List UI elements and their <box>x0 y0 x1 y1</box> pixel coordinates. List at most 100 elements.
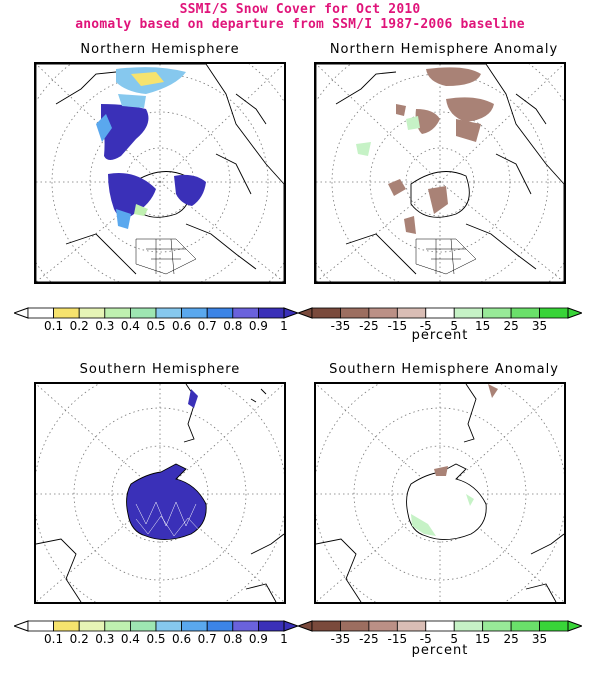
colorbar-segment <box>539 620 569 632</box>
colorbar-tick-label: -5 <box>419 319 432 333</box>
colorbar-tick-label: 15 <box>475 632 491 646</box>
colorbar-segment <box>232 620 259 632</box>
colorbar-segment <box>368 307 398 319</box>
colorbar-segment <box>510 620 540 632</box>
colorbar-segment <box>311 620 341 632</box>
colorbar-tick-label: 0.8 <box>223 319 243 333</box>
colorbar-segment <box>104 307 131 319</box>
page-title-line2: anomaly based on departure from SSM/I 19… <box>75 17 525 32</box>
map-sh-snow-cover <box>34 382 286 604</box>
colorbar-segment <box>232 307 259 319</box>
colorbar-tick-label: 0.6 <box>172 632 192 646</box>
colorbar-segment <box>368 620 398 632</box>
colorbar-tick-label: 0.5 <box>146 632 166 646</box>
colorbar-segment <box>510 307 540 319</box>
colorbar-tick-label: -15 <box>387 319 408 333</box>
colorbar-segment <box>130 307 157 319</box>
colorbar-segment <box>104 620 131 632</box>
colorbar-tick-label: 0.8 <box>223 632 243 646</box>
colorbar-tick-label: 25 <box>503 632 519 646</box>
colorbar-segment <box>130 620 157 632</box>
map-nh-anomaly <box>314 62 566 284</box>
colorbar-tick-label: 0.6 <box>172 319 192 333</box>
colorbar-arrow-left <box>298 307 313 319</box>
colorbar-segment <box>396 307 427 319</box>
colorbar-segment <box>78 307 106 319</box>
page-title-line1: SSMI/S Snow Cover for Oct 2010 <box>179 2 421 17</box>
colorbar-segment <box>482 307 512 319</box>
map-sh-anomaly <box>314 382 566 604</box>
colorbar-tick-label: 0.4 <box>120 632 140 646</box>
colorbar-arrow-right <box>283 307 298 319</box>
colorbar-sh-anomaly <box>298 620 582 632</box>
colorbar-segment <box>78 620 106 632</box>
colorbar-segment <box>181 307 208 319</box>
colorbar-segments <box>27 307 285 319</box>
colorbar-segment <box>257 307 285 319</box>
colorbar-tick-label: 35 <box>531 319 548 333</box>
colorbar-tick-label: -35 <box>330 319 351 333</box>
colorbar-tick-label: 0.2 <box>69 319 89 333</box>
colorbar-segment <box>53 307 80 319</box>
colorbar-tick-label: 0.3 <box>95 632 115 646</box>
map-nh-snow-cover <box>34 62 286 284</box>
colorbar-segments <box>311 620 569 632</box>
colorbar-tick-label: -35 <box>330 632 351 646</box>
colorbar-sh-anomaly-unit: percent <box>411 643 469 658</box>
colorbar-tick-label: -5 <box>419 632 432 646</box>
colorbar-tick-label: -25 <box>359 632 379 646</box>
colorbar-arrow-left <box>14 307 29 319</box>
colorbar-segment <box>340 620 370 632</box>
colorbar-segment <box>425 307 455 319</box>
colorbar-arrow-right <box>567 307 582 319</box>
colorbar-segment <box>539 307 569 319</box>
colorbar-segment <box>311 307 341 319</box>
colorbar-segment <box>453 307 484 319</box>
colorbar-segments <box>27 620 285 632</box>
colorbar-tick-label: 0.5 <box>146 319 166 333</box>
panel-title-nh: Northern Hemisphere <box>80 42 240 57</box>
colorbar-nh-snow-cover <box>14 307 298 319</box>
colorbar-tick-label: 0.4 <box>120 319 140 333</box>
colorbar-segment <box>425 620 455 632</box>
colorbar-arrow-left <box>14 620 29 632</box>
colorbar-tick-label: 0.1 <box>44 319 64 333</box>
colorbar-segment <box>155 620 183 632</box>
colorbar-sh-snow-cover <box>14 620 298 632</box>
colorbar-tick-label: -25 <box>359 319 379 333</box>
colorbar-arrow-right <box>283 620 298 632</box>
colorbar-segment <box>181 620 208 632</box>
colorbar-tick-label: 0.9 <box>248 632 268 646</box>
colorbar-nh-anomaly <box>298 307 582 319</box>
colorbar-tick-label: 5 <box>450 319 459 333</box>
colorbar-segment <box>257 620 285 632</box>
colorbar-segment <box>53 620 80 632</box>
colorbar-tick-label: 15 <box>475 319 491 333</box>
colorbar-segment <box>27 620 55 632</box>
colorbar-tick-label: 0.2 <box>69 632 89 646</box>
colorbar-segment <box>340 307 370 319</box>
panel-title-sh: Southern Hemisphere <box>79 362 241 377</box>
colorbar-tick-label: 25 <box>503 319 519 333</box>
panel-title-nh-anomaly: Northern Hemisphere Anomaly <box>329 42 559 57</box>
colorbar-tick-label: -15 <box>387 632 408 646</box>
colorbar-tick-label: 0.1 <box>44 632 64 646</box>
colorbar-segment <box>27 307 55 319</box>
colorbar-segment <box>206 620 234 632</box>
colorbar-tick-label: 1 <box>280 319 288 333</box>
colorbar-nh-anomaly-unit: percent <box>411 328 469 343</box>
colorbar-tick-label: 0.7 <box>197 319 217 333</box>
colorbar-tick-label: 5 <box>450 632 459 646</box>
colorbar-arrow-left <box>298 620 313 632</box>
colorbar-segment <box>396 620 427 632</box>
panel-title-sh-anomaly: Southern Hemisphere Anomaly <box>329 362 559 377</box>
colorbar-tick-label: 1 <box>280 632 288 646</box>
colorbar-tick-label: 0.7 <box>197 632 217 646</box>
colorbar-segment <box>206 307 234 319</box>
colorbar-segment <box>482 620 512 632</box>
colorbar-segment <box>155 307 183 319</box>
colorbar-tick-label: 0.3 <box>95 319 115 333</box>
colorbar-tick-label: 35 <box>531 632 548 646</box>
colorbar-arrow-right <box>567 620 582 632</box>
colorbar-segment <box>453 620 484 632</box>
